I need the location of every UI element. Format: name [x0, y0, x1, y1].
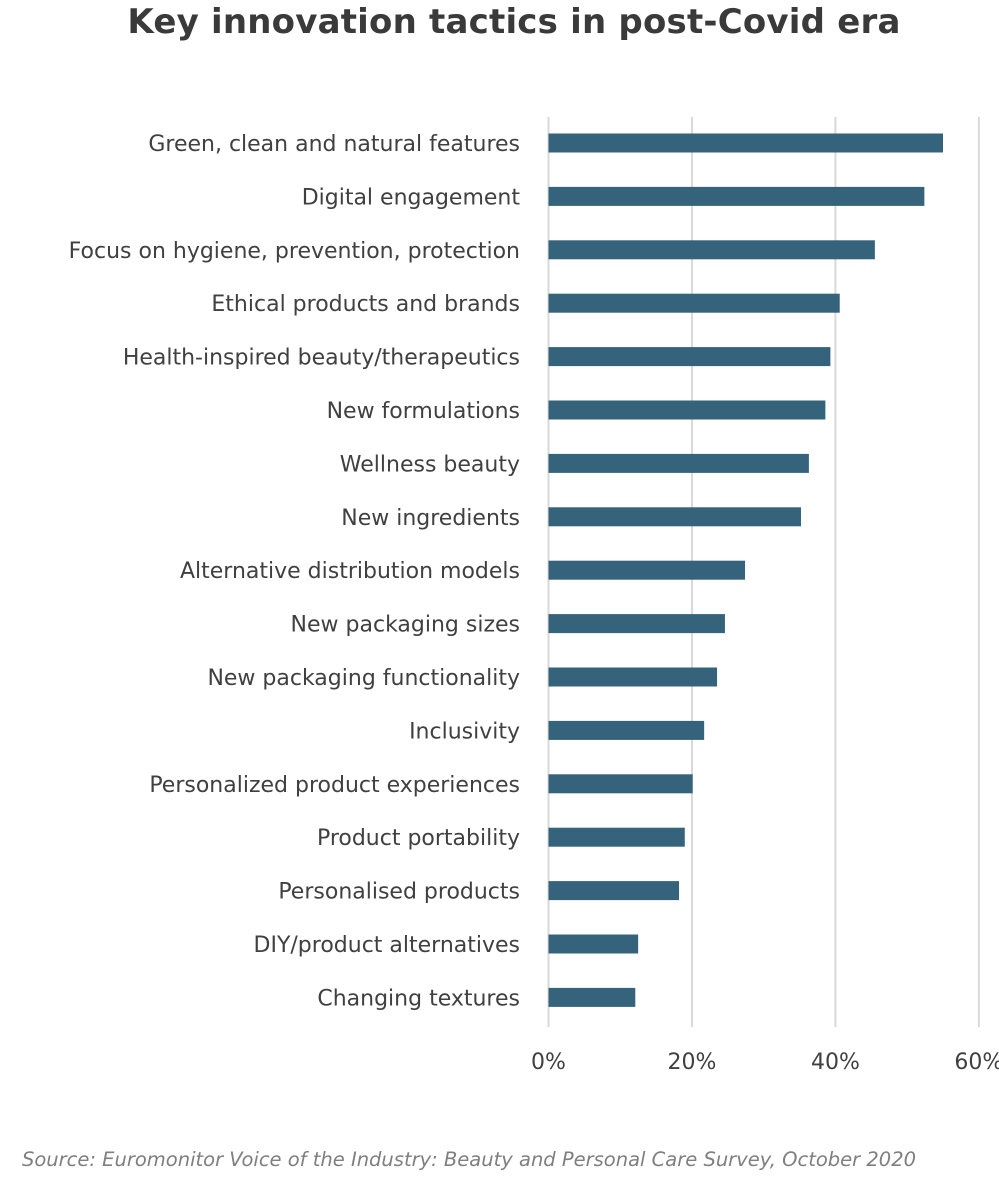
bar [548, 934, 639, 954]
bar [548, 133, 944, 153]
bar [548, 987, 636, 1007]
category-label: DIY/product alternatives [254, 933, 520, 958]
category-label: New ingredients [341, 506, 520, 531]
x-tick-label: 40% [811, 1050, 860, 1075]
bar [548, 186, 925, 206]
category-label: Alternative distribution models [180, 559, 520, 584]
category-label: Personalized product experiences [149, 773, 520, 798]
category-label: New packaging functionality [207, 666, 520, 691]
category-label: Wellness beauty [340, 452, 520, 477]
bar [548, 293, 840, 313]
x-axis-tick-labels: 0% 20% 40% 60% [531, 1050, 999, 1075]
category-label: Personalised products [278, 880, 520, 905]
category-label: Focus on hygiene, prevention, protection [69, 239, 520, 264]
bar [548, 240, 875, 260]
bar [548, 614, 725, 634]
category-label: New formulations [327, 399, 520, 424]
category-label: Product portability [317, 826, 520, 851]
bars [548, 133, 944, 1007]
bar [548, 667, 718, 687]
bar [548, 560, 746, 580]
category-label: Green, clean and natural features [148, 132, 520, 157]
bar [548, 453, 809, 473]
category-label: Ethical products and brands [211, 292, 520, 317]
category-label: Health-inspired beauty/therapeutics [123, 346, 520, 371]
source-note: Source: Euromonitor Voice of the Industr… [22, 1148, 917, 1171]
bar [548, 720, 705, 740]
bar [548, 827, 685, 847]
bar [548, 881, 680, 901]
bar [548, 774, 693, 794]
category-label: Digital engagement [302, 185, 521, 210]
x-tick-label: 0% [531, 1050, 566, 1075]
bar [548, 400, 826, 420]
x-tick-label: 20% [668, 1050, 717, 1075]
chart-title: Key innovation tactics in post-Covid era [127, 2, 901, 42]
category-label: New packaging sizes [291, 613, 520, 638]
category-label: Inclusivity [409, 719, 520, 744]
category-labels: Green, clean and natural features Digital… [69, 132, 521, 1011]
bar [548, 507, 801, 527]
category-label: Changing textures [317, 986, 520, 1011]
bar [548, 347, 831, 367]
x-tick-label: 60% [954, 1050, 999, 1075]
